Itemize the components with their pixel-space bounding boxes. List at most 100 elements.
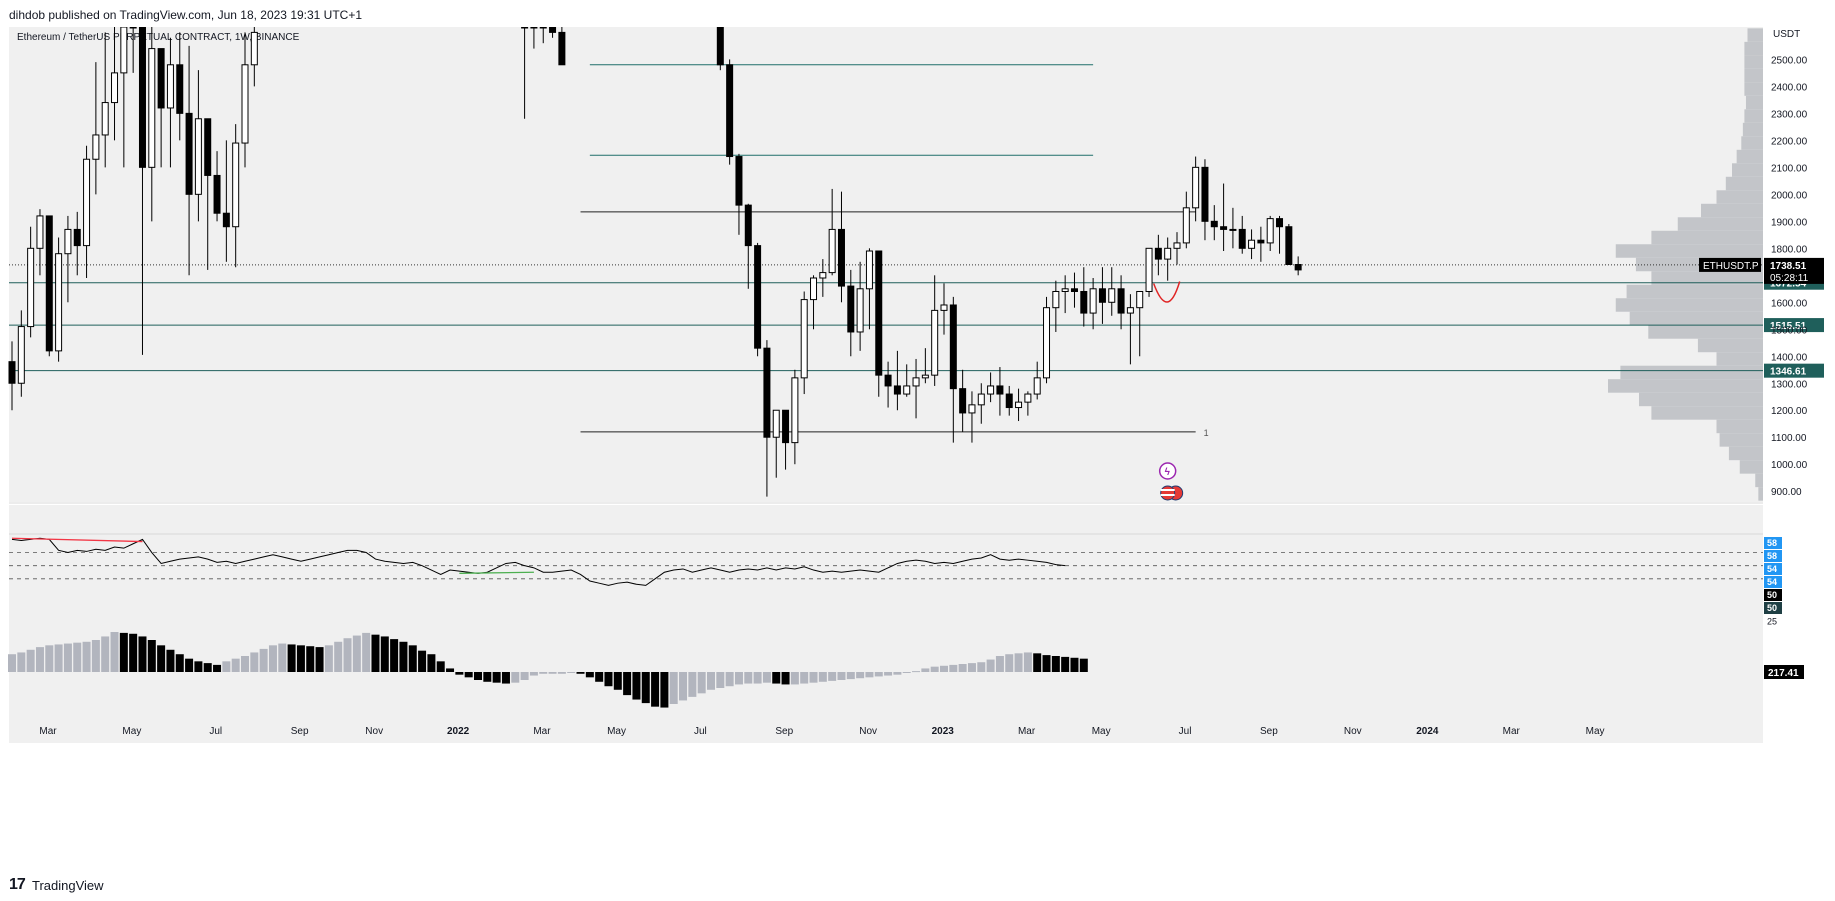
annotation-arc	[1152, 281, 1181, 303]
time-tick-label: May	[1092, 726, 1111, 737]
volume-profile-bin	[1736, 149, 1763, 164]
time-tick-label: Mar	[533, 726, 551, 737]
histogram-bar	[818, 672, 827, 682]
oscillator-tick-label: 25	[1767, 616, 1777, 626]
candle-up	[903, 385, 911, 395]
histogram-value-label: 217.41	[1768, 668, 1799, 679]
oscillator-line	[11, 537, 1066, 586]
time-tick-label: May	[1586, 726, 1605, 737]
histogram-bar	[278, 643, 287, 672]
histogram-bar	[809, 672, 818, 683]
time-tick-label: Sep	[291, 726, 309, 737]
volume-profile-bin	[1651, 230, 1763, 245]
us-flag-icon	[1160, 485, 1176, 501]
histogram-bar	[436, 661, 445, 672]
histogram-bar	[557, 672, 566, 674]
histogram-bar	[213, 664, 222, 672]
histogram-bar	[268, 645, 277, 672]
price-tick-label: 2100.00	[1771, 163, 1808, 174]
histogram-bar	[856, 672, 865, 679]
histogram-bar	[688, 672, 697, 697]
histogram-bar	[362, 632, 371, 672]
candle-up	[1024, 393, 1032, 403]
price-tick-label: 1400.00	[1771, 352, 1808, 363]
price-tick-label: 1600.00	[1771, 298, 1808, 309]
candle-up	[940, 304, 948, 311]
oscillator-value-label: 58	[1767, 551, 1777, 561]
histogram-bar	[101, 636, 110, 672]
candle-down	[1238, 228, 1246, 249]
histogram-bar	[986, 659, 995, 672]
histogram-bar	[753, 672, 762, 684]
brand-bar: 17 TradingView	[0, 870, 1835, 901]
level-price-badge	[1764, 363, 1824, 378]
histogram-bar	[781, 672, 790, 685]
candle-up	[83, 158, 91, 247]
candle-down	[949, 304, 957, 390]
brand-name[interactable]: TradingView	[32, 878, 104, 893]
histogram-bar	[567, 672, 576, 673]
histogram-bar	[8, 654, 16, 672]
volume-profile-bin	[1620, 365, 1763, 380]
time-tick-label: Sep	[1260, 726, 1278, 737]
tradingview-logo-icon[interactable]: 17	[9, 876, 26, 893]
candle-down	[45, 215, 53, 352]
volume-profile-bin	[1701, 203, 1763, 218]
histogram-bar	[17, 652, 26, 672]
histogram-bar	[893, 672, 902, 675]
histogram-bar	[940, 665, 948, 672]
histogram-bar	[949, 664, 958, 672]
candle-down	[185, 112, 193, 195]
candle-down	[204, 118, 212, 176]
price-tick-label: 1900.00	[1771, 217, 1808, 228]
publisher-bar: dihdob published on TradingView.com, Jun…	[0, 0, 1835, 27]
symbol-badge-label: ETHUSDT.P	[1703, 261, 1759, 272]
price-tick-label: 1000.00	[1771, 460, 1808, 471]
time-tick-label: Mar	[39, 726, 57, 737]
histogram-bar	[147, 640, 156, 672]
volume-profile-bin	[1716, 190, 1763, 204]
histogram-bar	[287, 644, 296, 672]
candle-up	[129, 27, 137, 29]
histogram-bar	[520, 672, 529, 680]
histogram-bar	[306, 646, 315, 672]
candle-up	[64, 228, 72, 255]
chart-canvas[interactable]: Ethereum / TetherUS PERPETUAL CONTRACT, …	[0, 27, 1835, 870]
oscillator-value-badge	[1764, 602, 1782, 614]
price-tick-label: 900.00	[1771, 487, 1802, 498]
oscillator-value-badge	[1764, 563, 1782, 575]
us-flag-stripe	[1160, 494, 1175, 496]
price-tick-label: 2200.00	[1771, 136, 1808, 147]
volume-profile-bin	[1639, 392, 1763, 407]
histogram-bar	[967, 663, 976, 672]
candle-up	[856, 288, 864, 333]
candle-down	[1220, 226, 1228, 230]
price-tick-label: 1300.00	[1771, 379, 1808, 390]
candle-up	[17, 326, 25, 384]
oscillator-value-badge	[1764, 537, 1782, 549]
time-tick-label: Sep	[775, 726, 793, 737]
candle-up	[1145, 247, 1153, 292]
price-tick-label: 1500.00	[1771, 325, 1808, 336]
volume-profile-bin	[1626, 284, 1763, 299]
histogram-bar	[1051, 656, 1060, 672]
candle-down	[837, 228, 845, 287]
candle-down	[222, 212, 230, 228]
histogram-bar	[1042, 655, 1051, 672]
histogram-bar	[63, 643, 72, 672]
candle-down	[754, 245, 762, 349]
histogram-bar	[595, 672, 604, 682]
histogram-bar	[352, 635, 361, 672]
volume-profile-bin	[1741, 136, 1763, 150]
histogram-bar	[716, 672, 725, 688]
volume-profile-bin	[1651, 406, 1763, 420]
volume-profile-bin	[1742, 122, 1763, 137]
volume-profile-bin	[1744, 82, 1763, 96]
time-tick-label: Nov	[859, 726, 877, 737]
histogram-bar	[669, 672, 678, 704]
divergence-line	[11, 537, 143, 543]
candle-down	[726, 64, 734, 158]
histogram-bar	[166, 649, 175, 672]
histogram-bar	[1070, 657, 1079, 672]
candle-down	[558, 31, 566, 66]
